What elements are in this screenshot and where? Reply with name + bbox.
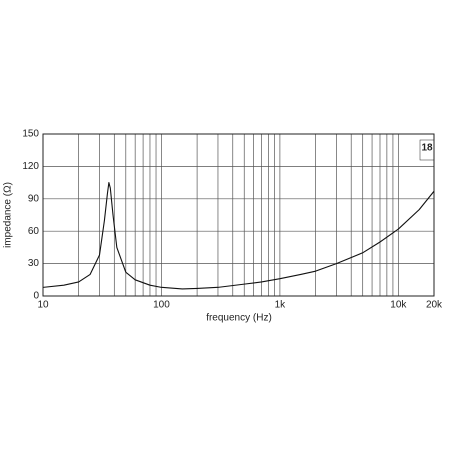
y-tick-label: 0 [33,291,39,302]
y-tick-label: 120 [22,161,39,172]
x-tick-label: 100 [153,300,170,311]
x-tick-label: 10k [390,300,407,311]
y-tick-label: 60 [28,226,40,237]
logo: 18 [419,139,435,161]
impedance-curve [42,182,435,290]
x-tick-label: 20k [426,300,443,311]
logo-text: 18 [421,143,433,154]
x-axis-label: frequency (Hz) [206,313,272,324]
plot-frame [42,133,435,297]
y-tick-label: 150 [22,129,39,140]
x-tick-label: 10 [37,300,49,311]
y-tick-label: 90 [28,193,40,204]
y-tick-label: 30 [28,258,40,269]
y-axis-label: impedance (Ω) [3,182,14,248]
x-tick-label: 1k [275,300,287,311]
